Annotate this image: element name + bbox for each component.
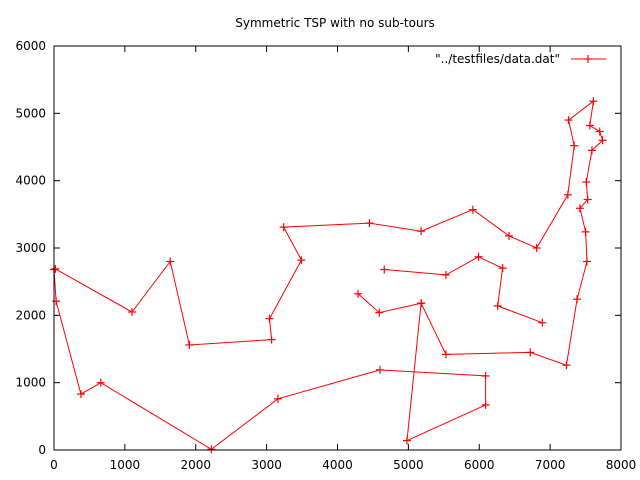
x-tick-label: 0 xyxy=(50,458,58,472)
data-point-marker xyxy=(526,348,535,357)
y-tick-label: 2000 xyxy=(15,308,46,322)
data-point-marker xyxy=(581,227,590,236)
data-point-marker xyxy=(185,340,194,349)
data-point-marker xyxy=(589,97,598,106)
data-point-marker xyxy=(474,252,483,261)
data-point-marker xyxy=(297,256,306,265)
legend-marker-plus xyxy=(584,55,592,63)
data-point-marker xyxy=(583,195,592,204)
data-point-marker xyxy=(562,361,571,370)
data-point-marker xyxy=(532,244,541,252)
data-point-marker xyxy=(481,400,490,409)
data-point-marker xyxy=(468,205,477,214)
legend-marker-series-1 xyxy=(584,55,592,63)
chart-title: Symmetric TSP with no sub-tours xyxy=(235,16,435,30)
legend: "../testfiles/data.dat" xyxy=(435,52,606,66)
plot-frame xyxy=(53,45,622,451)
x-tick-label: 4000 xyxy=(322,458,353,472)
data-point-marker xyxy=(538,318,547,327)
x-tick-label: 2000 xyxy=(180,458,211,472)
series-line-3 xyxy=(384,256,543,324)
data-point-marker xyxy=(498,264,507,273)
x-tick-label: 3000 xyxy=(251,458,282,472)
data-point-marker xyxy=(481,371,490,380)
data-point-marker xyxy=(505,231,514,240)
data-point-marker xyxy=(365,219,374,228)
data-point-marker xyxy=(575,204,584,213)
data-point-marker xyxy=(127,307,136,316)
y-tick-label: 6000 xyxy=(15,39,46,53)
x-tick-label: 1000 xyxy=(110,458,141,472)
data-point-marker xyxy=(375,308,384,317)
data-point-marker xyxy=(265,314,274,323)
data-point-marker xyxy=(564,116,573,125)
data-point-marker xyxy=(441,350,450,359)
data-point-marker xyxy=(417,299,426,308)
data-point-marker xyxy=(267,335,276,344)
data-point-marker xyxy=(582,257,591,266)
data-point-marker xyxy=(493,301,502,310)
y-tick-label: 0 xyxy=(38,443,46,457)
x-tick-label: 7000 xyxy=(535,458,566,472)
legend-label-series-1: "../testfiles/data.dat" xyxy=(435,52,560,66)
data-point-marker xyxy=(279,223,288,232)
data-point-marker xyxy=(376,365,385,374)
data-point-marker xyxy=(380,265,389,274)
y-tick-label: 4000 xyxy=(15,174,46,188)
data-point-marker xyxy=(96,378,105,387)
y-tick-label: 1000 xyxy=(15,376,46,390)
data-point-marker xyxy=(76,390,85,399)
data-point-marker xyxy=(598,136,607,145)
data-point-marker xyxy=(563,190,572,199)
x-tick-label: 8000 xyxy=(606,458,637,472)
data-point-marker xyxy=(417,227,426,236)
data-point-marker xyxy=(52,297,61,306)
data-point-marker xyxy=(166,257,175,266)
ticks-layer: 0 1000 2000 3000 4000 5000 6000 7000 8000 0 1000 20… xyxy=(15,39,636,472)
data-point-marker xyxy=(441,270,450,279)
series-layer xyxy=(50,97,607,454)
data-point-marker xyxy=(570,141,579,150)
data-point-marker xyxy=(595,127,604,136)
data-point-marker xyxy=(51,264,60,273)
data-point-marker xyxy=(585,121,594,130)
data-point-marker xyxy=(573,295,582,304)
series-line-2 xyxy=(357,293,422,314)
x-tick-label: 5000 xyxy=(393,458,424,472)
data-point-marker xyxy=(587,146,596,155)
y-tick-label: 3000 xyxy=(15,241,46,255)
data-point-marker xyxy=(273,394,282,403)
data-point-marker xyxy=(582,178,591,187)
data-point-marker xyxy=(354,289,363,298)
y-tick-label: 5000 xyxy=(15,106,46,120)
x-tick-label: 6000 xyxy=(464,458,495,472)
data-point-marker xyxy=(402,436,411,445)
series-line-1 xyxy=(53,100,604,450)
data-point-marker xyxy=(207,445,216,454)
